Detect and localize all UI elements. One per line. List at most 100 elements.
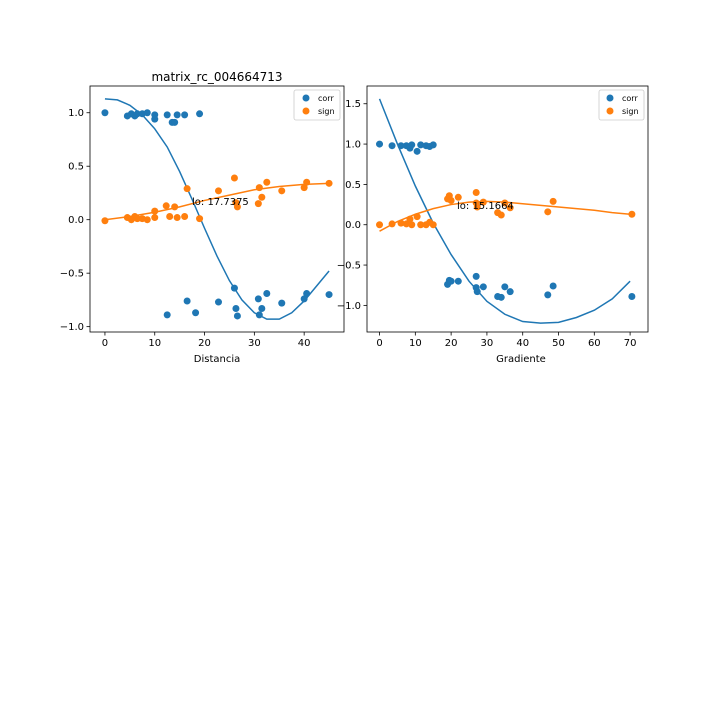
point-corr xyxy=(151,115,159,123)
point-corr xyxy=(303,290,311,297)
point-corr xyxy=(233,312,241,320)
point-corr xyxy=(171,118,179,126)
scatter-points xyxy=(101,109,333,320)
point-corr xyxy=(325,291,333,299)
point-corr xyxy=(230,284,238,292)
x-tick-label: 10 xyxy=(409,338,422,349)
y-tick-label: 0.0 xyxy=(345,220,361,231)
point-corr xyxy=(173,111,181,119)
legend-marker-sign xyxy=(302,107,310,115)
point-corr xyxy=(544,291,552,299)
point-sign xyxy=(300,184,308,192)
y-tick-label: 1.5 xyxy=(345,99,361,110)
legend: corr sign xyxy=(598,89,645,121)
point-sign xyxy=(183,185,191,193)
chart-gradiente: Gradiente 0 10 20 30 40 50 60 70 −1.0 −0.5 0.0 0.5 1… xyxy=(337,85,649,365)
plot-frame xyxy=(366,85,649,333)
point-sign xyxy=(506,204,514,212)
point-sign xyxy=(196,215,204,223)
x-tick-label: 60 xyxy=(588,338,601,349)
point-sign xyxy=(628,210,636,218)
x-tick-label: 40 xyxy=(516,338,529,349)
point-sign xyxy=(388,220,396,228)
x-tick-label: 30 xyxy=(248,338,261,349)
point-corr xyxy=(163,111,171,119)
point-sign xyxy=(447,197,455,205)
point-corr xyxy=(549,282,557,290)
point-corr xyxy=(497,293,505,301)
point-sign xyxy=(255,184,263,192)
y-tick-label: 0.0 xyxy=(68,215,84,226)
y-tick-label: −1.0 xyxy=(337,301,361,312)
point-sign xyxy=(406,215,414,223)
point-sign xyxy=(233,203,241,211)
point-sign xyxy=(397,219,405,227)
point-corr xyxy=(300,295,308,303)
point-corr xyxy=(429,141,437,149)
point-corr xyxy=(388,142,396,150)
point-corr xyxy=(506,288,514,296)
annotation-label: lo: 17.7375 xyxy=(192,197,249,208)
legend-label-corr: corr xyxy=(318,94,334,103)
point-corr xyxy=(408,141,416,149)
point-sign xyxy=(479,198,487,206)
point-sign xyxy=(143,216,151,224)
point-sign xyxy=(413,213,421,221)
point-sign xyxy=(278,187,286,195)
point-corr xyxy=(447,277,455,285)
point-sign xyxy=(544,208,552,216)
legend-marker-corr xyxy=(302,94,310,102)
point-sign xyxy=(402,220,410,228)
point-sign xyxy=(162,202,170,210)
point-corr xyxy=(397,142,405,150)
point-corr xyxy=(101,109,109,117)
fit-line-corr xyxy=(378,98,631,324)
point-corr xyxy=(501,283,509,291)
point-sign xyxy=(258,193,266,201)
x-tick-label: 20 xyxy=(445,338,458,349)
scatter-points xyxy=(376,140,636,301)
tick-group: 0 10 20 30 40 50 60 70 −1.0 −0.5 0.0 0.5 1.0 1.5 xyxy=(337,99,637,349)
point-corr xyxy=(181,111,189,119)
point-sign xyxy=(473,203,481,211)
legend-marker-sign xyxy=(606,107,614,115)
point-sign xyxy=(230,174,238,182)
fit-line-sign xyxy=(104,182,330,221)
point-corr xyxy=(479,283,487,291)
point-sign xyxy=(263,178,271,186)
legend-label-sign: sign xyxy=(622,107,639,116)
y-tick-label: −1.0 xyxy=(60,322,84,333)
x-tick-label: 40 xyxy=(298,338,311,349)
point-corr xyxy=(473,288,481,296)
point-sign xyxy=(501,199,509,207)
y-tick-label: −0.5 xyxy=(337,261,361,272)
x-tick-label: 0 xyxy=(376,338,382,349)
point-corr xyxy=(254,295,262,303)
point-sign xyxy=(254,200,262,208)
x-tick-label: 30 xyxy=(481,338,494,349)
point-corr xyxy=(263,290,271,297)
point-sign xyxy=(303,178,311,186)
legend: corr sign xyxy=(293,89,341,121)
x-tick-label: 50 xyxy=(552,338,565,349)
legend-label-sign: sign xyxy=(318,107,335,116)
point-sign xyxy=(454,193,462,201)
x-axis-label: Distancia xyxy=(194,354,240,365)
point-sign xyxy=(376,221,384,229)
point-corr xyxy=(196,110,204,118)
point-sign xyxy=(173,214,181,222)
point-corr xyxy=(232,304,240,312)
point-sign xyxy=(472,188,480,196)
point-corr xyxy=(133,110,141,118)
chart-title: matrix_rc_004664713 xyxy=(151,70,282,84)
legend-label-corr: corr xyxy=(622,94,638,103)
x-tick-label: 70 xyxy=(624,338,637,349)
point-sign xyxy=(181,212,189,220)
point-corr xyxy=(192,309,200,317)
point-sign xyxy=(214,187,222,195)
point-corr xyxy=(628,293,636,301)
point-corr xyxy=(143,109,151,117)
x-tick-label: 0 xyxy=(102,338,108,349)
y-tick-label: 0.5 xyxy=(345,180,361,191)
